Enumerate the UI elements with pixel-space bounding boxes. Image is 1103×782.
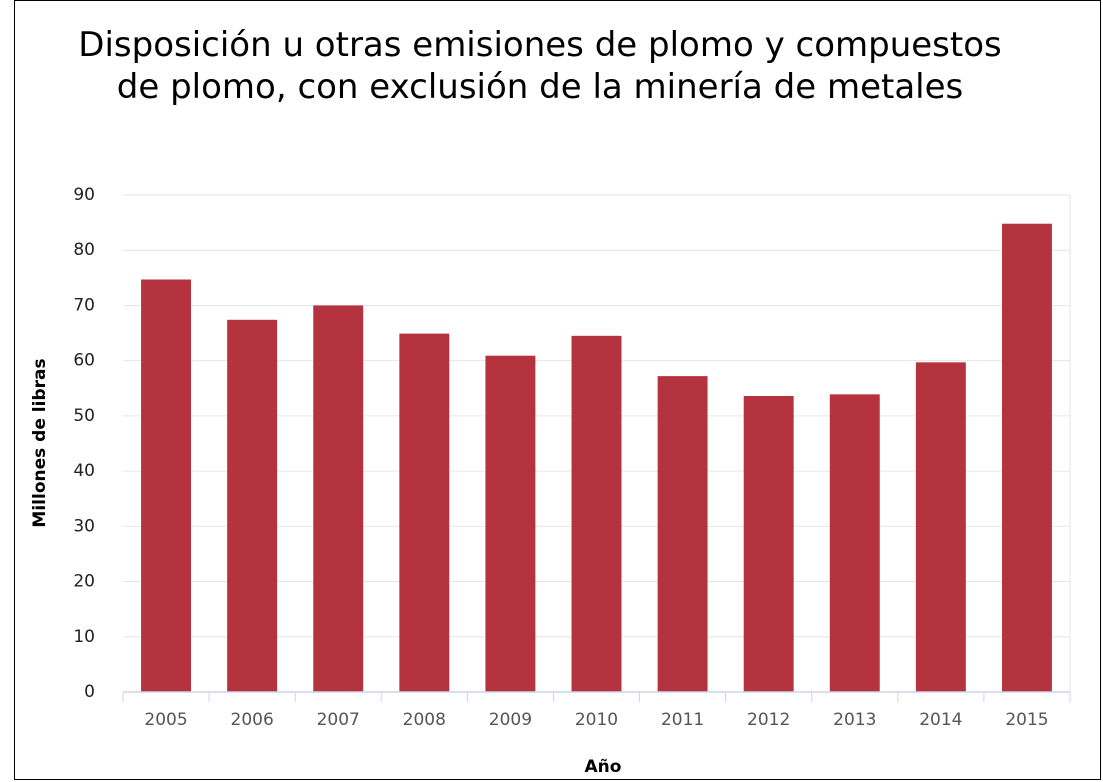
y-tick-label: 30 bbox=[73, 516, 95, 536]
x-tick-label: 2012 bbox=[747, 710, 790, 730]
x-tick-label: 2010 bbox=[575, 710, 618, 730]
chart-title: Disposición u otras emisiones de plomo y… bbox=[78, 25, 1002, 107]
x-tick-label: 2014 bbox=[919, 710, 962, 730]
x-tick-label: 2006 bbox=[231, 710, 274, 730]
x-tick-label: 2015 bbox=[1005, 710, 1048, 730]
y-tick-label: 0 bbox=[84, 682, 95, 702]
y-axis-label: Millones de libras bbox=[30, 358, 50, 527]
y-tick-label: 50 bbox=[73, 406, 95, 426]
y-tick-label: 40 bbox=[73, 461, 95, 481]
x-tick-label: 2008 bbox=[403, 710, 446, 730]
bar bbox=[141, 279, 192, 692]
x-tick-label: 2011 bbox=[661, 710, 704, 730]
bar bbox=[915, 362, 966, 692]
frame bbox=[14, 0, 1101, 780]
bar bbox=[743, 396, 794, 692]
bar bbox=[399, 333, 450, 692]
y-tick-label: 80 bbox=[73, 240, 95, 260]
bar bbox=[485, 355, 536, 692]
x-axis-label: Año bbox=[585, 757, 622, 777]
y-tick-label: 10 bbox=[73, 627, 95, 647]
x-tick-label: 2005 bbox=[144, 710, 187, 730]
y-tick-label: 90 bbox=[73, 185, 95, 205]
x-tick-label: 2013 bbox=[833, 710, 876, 730]
y-tick-label: 60 bbox=[73, 351, 95, 371]
bar bbox=[313, 305, 364, 692]
y-tick-label: 70 bbox=[73, 295, 95, 315]
bar bbox=[227, 319, 278, 692]
x-tick-label: 2007 bbox=[317, 710, 360, 730]
bar bbox=[571, 335, 622, 692]
bar bbox=[657, 376, 708, 692]
bar bbox=[829, 394, 880, 692]
x-tick-label: 2009 bbox=[489, 710, 532, 730]
bar bbox=[1001, 223, 1052, 692]
y-tick-label: 20 bbox=[73, 572, 95, 592]
